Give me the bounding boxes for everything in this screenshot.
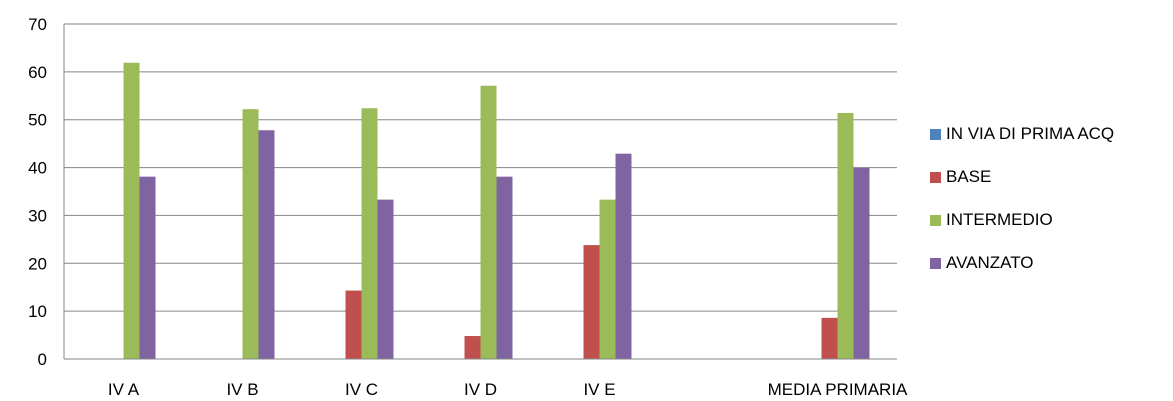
x-tick-label: IV A (108, 380, 140, 399)
x-tick-label: IV B (226, 380, 258, 399)
y-tick-label: 10 (28, 302, 47, 321)
bar (599, 199, 616, 359)
bar (464, 336, 481, 359)
y-tick-label: 20 (28, 254, 47, 273)
y-tick-label: 30 (28, 206, 47, 225)
bar (123, 62, 140, 360)
axes (63, 24, 897, 360)
bars (123, 62, 870, 360)
y-tick-label: 60 (28, 63, 47, 82)
legend-label: INTERMEDIO (946, 210, 1053, 229)
bar (258, 130, 275, 359)
bar (615, 153, 632, 359)
legend-item: INTERMEDIO (930, 210, 1114, 230)
x-tick-label: IV E (583, 380, 615, 399)
x-axis-ticks: IV A IV B IV C IV D IV E MEDIA PRIMARIA (108, 380, 908, 399)
legend-label: IN VIA DI PRIMA ACQ (946, 124, 1115, 143)
bar (821, 317, 838, 359)
bar (837, 113, 854, 359)
legend-swatch (930, 214, 941, 226)
bar (496, 176, 513, 359)
y-tick-label: 40 (28, 159, 47, 178)
y-tick-label: 0 (38, 350, 47, 369)
x-tick-label: MEDIA PRIMARIA (768, 380, 908, 399)
legend-swatch (930, 171, 941, 183)
bar (480, 85, 497, 359)
bar (853, 167, 870, 359)
y-tick-label: 50 (28, 111, 47, 130)
x-tick-label: IV C (345, 380, 378, 399)
legend-label: AVANZATO (946, 253, 1034, 272)
bar (377, 199, 394, 359)
legend: IN VIA DI PRIMA ACQ BASE INTERMEDIO AVANZAT… (930, 124, 1114, 296)
legend-swatch (930, 257, 941, 269)
legend-label: BASE (946, 167, 992, 186)
bar (361, 108, 378, 359)
legend-item: BASE (930, 167, 1114, 187)
bar (583, 245, 600, 359)
legend-item: AVANZATO (930, 253, 1114, 273)
y-axis-ticks: 0 10 20 30 40 50 60 70 (28, 15, 47, 369)
bar (345, 290, 362, 359)
bar (139, 176, 156, 359)
bar (242, 109, 259, 359)
legend-item: IN VIA DI PRIMA ACQ (930, 124, 1114, 144)
x-tick-label: IV D (464, 380, 497, 399)
y-tick-label: 70 (28, 15, 47, 34)
legend-swatch (930, 128, 941, 140)
